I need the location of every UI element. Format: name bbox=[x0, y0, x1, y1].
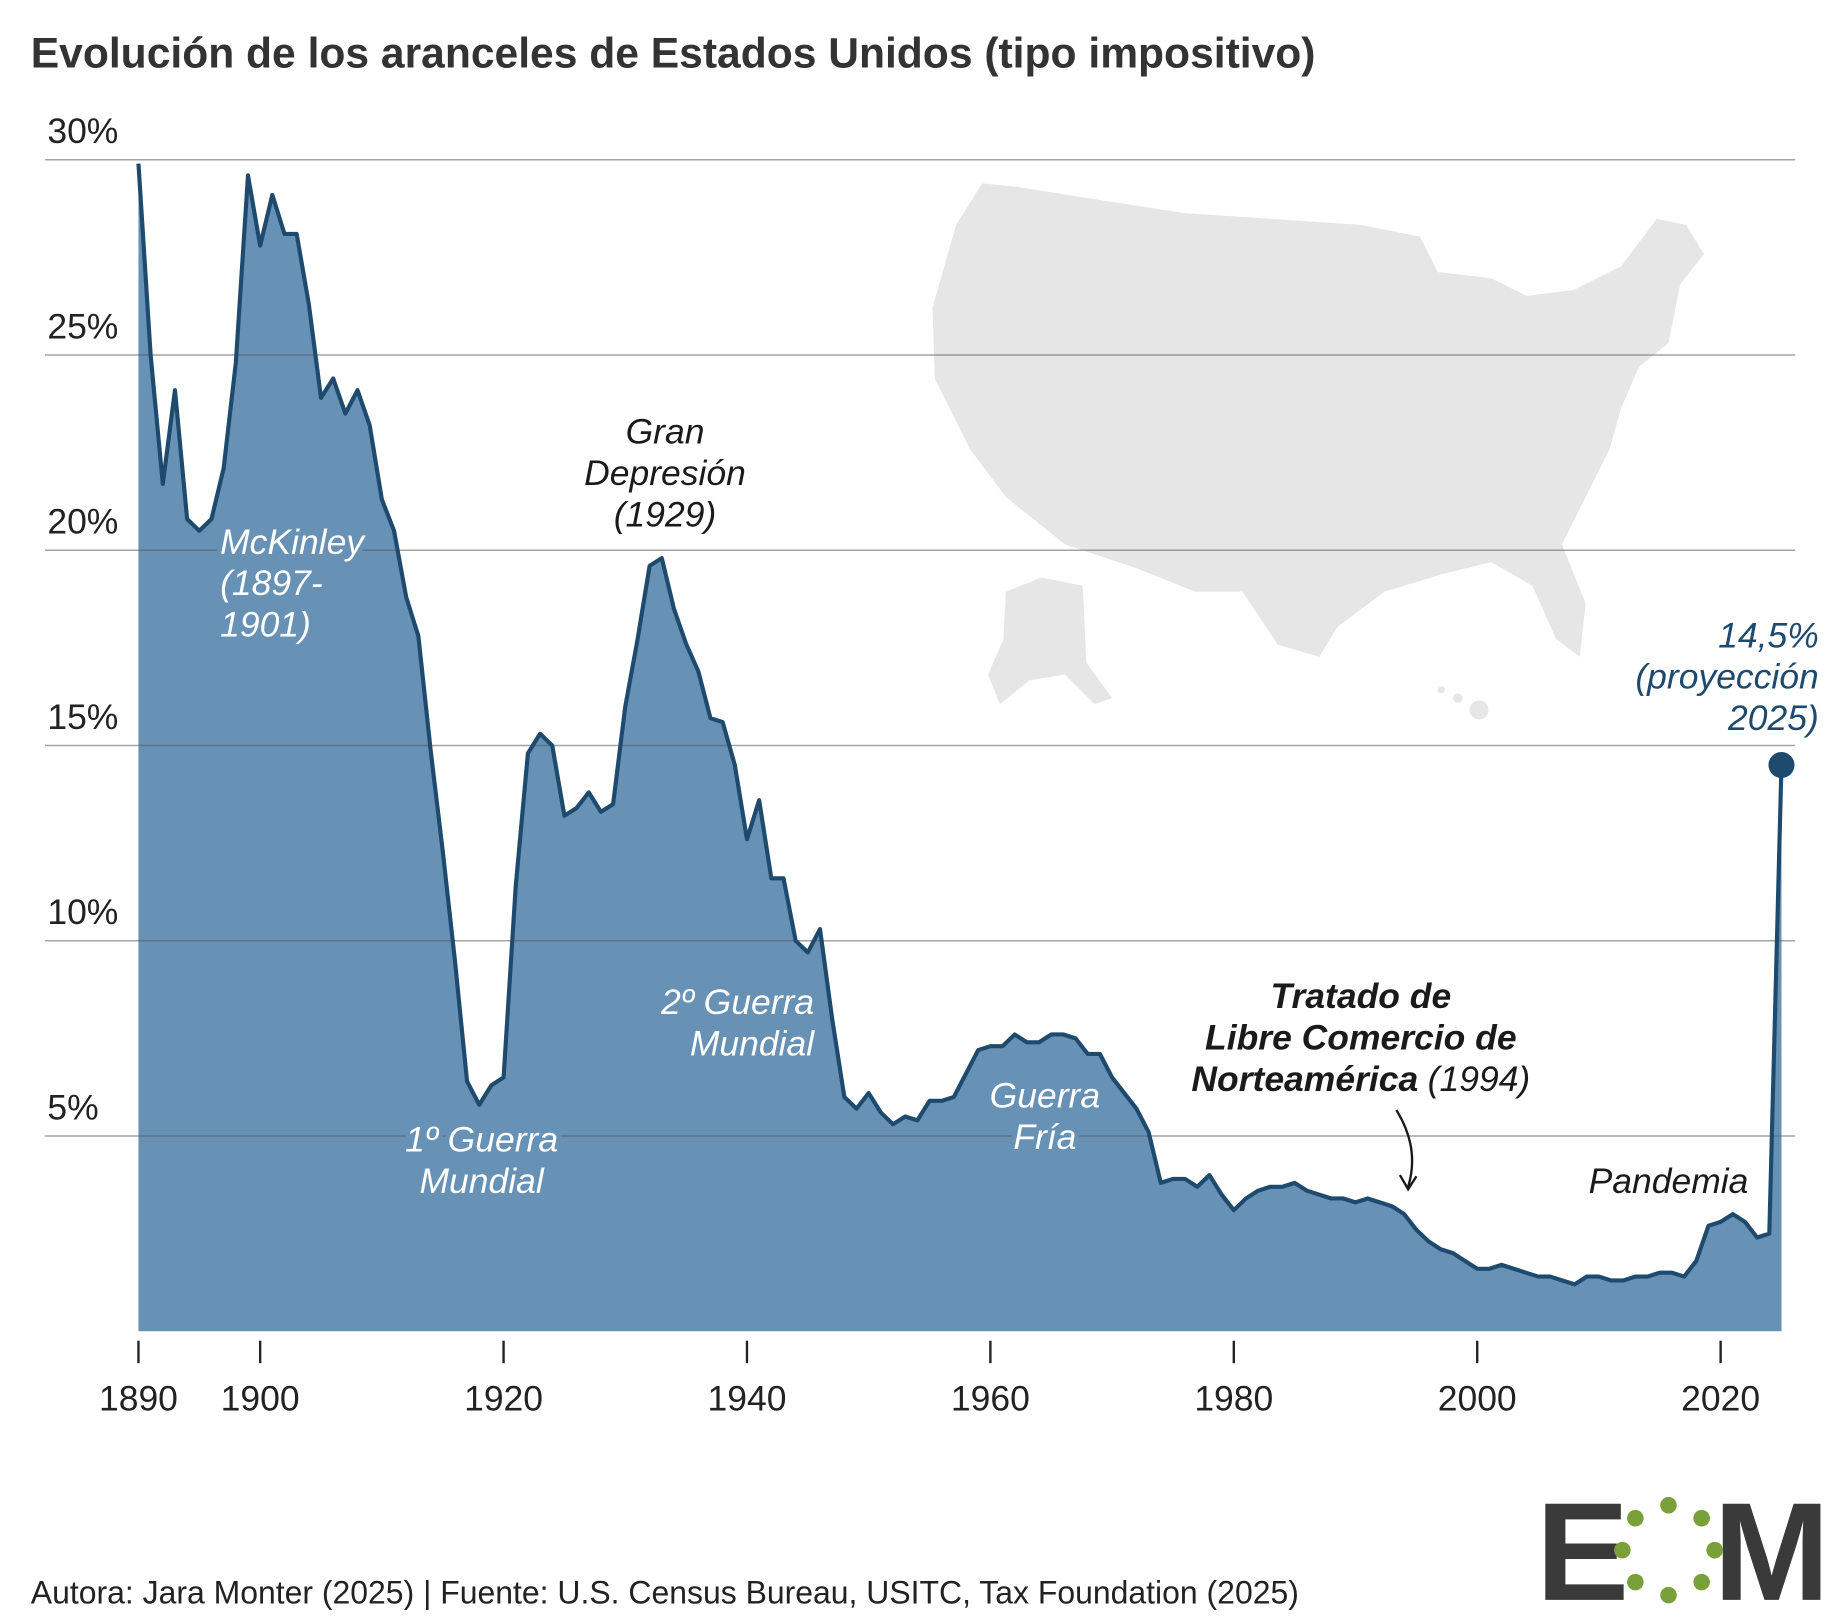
annotation-text: (proyección bbox=[1635, 657, 1818, 697]
annotation-text: Gran bbox=[626, 412, 705, 452]
annotation-text: (1929) bbox=[614, 495, 717, 535]
annotation: Tratado de bbox=[1270, 976, 1451, 1016]
annotation: 1º Guerra bbox=[405, 1119, 558, 1159]
y-tick-label: 10% bbox=[47, 892, 118, 932]
x-tick-label: 2000 bbox=[1438, 1379, 1517, 1419]
annotation: Fría bbox=[1013, 1117, 1076, 1157]
logo-letter: M bbox=[1713, 1474, 1829, 1624]
us-map-hawaii bbox=[1453, 693, 1463, 703]
annotation-text: Fría bbox=[1013, 1117, 1076, 1157]
annotation: Guerra bbox=[990, 1076, 1100, 1116]
annotation: 2º Guerra bbox=[660, 982, 814, 1022]
annotation: (1929) bbox=[614, 495, 717, 535]
annotation: Mundial bbox=[690, 1024, 815, 1064]
x-tick-label: 2020 bbox=[1681, 1379, 1760, 1419]
annotation-arrowhead bbox=[1398, 1174, 1418, 1192]
area bbox=[138, 163, 1782, 1332]
annotation: 14,5% bbox=[1718, 615, 1819, 655]
us-map-hawaii bbox=[1469, 700, 1489, 720]
logo-ring bbox=[1614, 1496, 1723, 1604]
annotation-text: 2º Guerra bbox=[660, 982, 814, 1022]
annotation: 1901) bbox=[220, 605, 311, 645]
x-tick-label: 1900 bbox=[221, 1379, 300, 1419]
footer: Autora: Jara Monter (2025) | Fuente: U.S… bbox=[31, 1574, 1299, 1610]
annotation: Pandemia bbox=[1589, 1161, 1749, 1201]
us-map-alaska bbox=[988, 577, 1113, 705]
annotation-text: Pandemia bbox=[1589, 1161, 1749, 1201]
annotation: Depresión bbox=[584, 453, 746, 493]
annotation-text: 1901) bbox=[220, 605, 311, 645]
y-tick-label: 15% bbox=[47, 697, 118, 737]
annotation: 2025) bbox=[1727, 698, 1819, 738]
us-map-hawaii bbox=[1437, 686, 1445, 694]
logo-letter: E bbox=[1536, 1474, 1629, 1624]
x-tick-label: 1920 bbox=[464, 1379, 543, 1419]
y-tick-label: 30% bbox=[47, 111, 118, 151]
annotation-text: Mundial bbox=[690, 1024, 815, 1064]
annotation-text: 1º Guerra bbox=[405, 1119, 558, 1159]
y-tick-label: 5% bbox=[47, 1087, 98, 1127]
area-line bbox=[136, 163, 1784, 1287]
annotation-text: 14,5% bbox=[1718, 615, 1819, 655]
annotation: (1897- bbox=[220, 563, 323, 603]
annotation: Mundial bbox=[419, 1161, 544, 1201]
annotation-text: Depresión bbox=[584, 453, 746, 493]
y-tick-label: 20% bbox=[47, 502, 118, 542]
annotation-arrow bbox=[1395, 1109, 1414, 1188]
annotation-text: Guerra bbox=[990, 1076, 1100, 1116]
annotation-note: (1994) bbox=[1428, 1059, 1531, 1099]
x-tick-label: 1940 bbox=[708, 1379, 787, 1419]
annotation: (proyección bbox=[1635, 657, 1818, 697]
annotation-text: Tratado de bbox=[1270, 976, 1451, 1016]
annotation-text: McKinley bbox=[220, 522, 366, 562]
annotation: McKinley bbox=[220, 522, 366, 562]
projection-dot bbox=[1768, 752, 1795, 779]
us-map bbox=[932, 183, 1704, 720]
annotation: Gran bbox=[626, 412, 705, 452]
annotation-text: Mundial bbox=[419, 1161, 544, 1201]
annotation-text: Norteamérica bbox=[1191, 1059, 1418, 1099]
annotation-text: Libre Comercio de bbox=[1205, 1018, 1517, 1058]
us-map-mainland bbox=[932, 183, 1704, 657]
chart-title: Evolución de los aranceles de Estados Un… bbox=[31, 29, 1316, 77]
annotation: Libre Comercio de bbox=[1205, 1018, 1517, 1058]
x-tick-label: 1960 bbox=[951, 1379, 1030, 1419]
logo: E M bbox=[1536, 1474, 1830, 1624]
x-tick-label: 1890 bbox=[99, 1379, 178, 1419]
annotation-text: 2025) bbox=[1727, 698, 1819, 738]
annotation: Norteamérica (1994) bbox=[1191, 1059, 1530, 1099]
x-tick-label: 1980 bbox=[1194, 1379, 1273, 1419]
y-tick-label: 25% bbox=[47, 306, 118, 346]
annotation-text: (1897- bbox=[220, 563, 323, 603]
